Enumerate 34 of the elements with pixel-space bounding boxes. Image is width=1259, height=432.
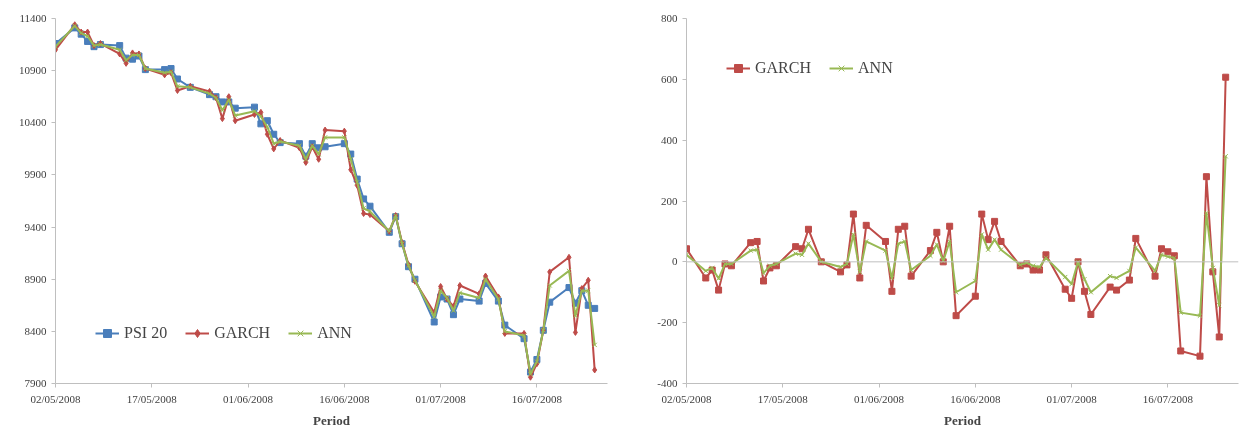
legend-label: ANN <box>858 59 893 77</box>
x-tick-label: 01/06/2008 <box>854 392 905 405</box>
y-tick-label: 10400 <box>19 116 47 129</box>
y-tick-label: -400 <box>657 377 678 389</box>
legend-label: ANN <box>317 324 352 342</box>
x-tick-label: 01/06/2008 <box>223 392 274 405</box>
y-tick-label: 10900 <box>19 64 47 77</box>
y-tick-label: 200 <box>661 194 678 207</box>
x-tick-label: 16/07/2008 <box>1142 392 1194 405</box>
y-tick-label: 9900 <box>24 168 47 181</box>
y-tick-label: 0 <box>672 255 678 268</box>
legend-label: PSI 20 <box>124 324 168 342</box>
y-tick-label: 7900 <box>24 377 47 389</box>
x-tick-label: 02/05/2008 <box>30 392 82 405</box>
x-tick-label: 01/07/2008 <box>415 392 467 405</box>
x-tick-label: 02/05/2008 <box>661 392 713 405</box>
x-tick-label: 16/06/2008 <box>319 392 370 405</box>
y-tick-label: -200 <box>657 316 678 329</box>
x-axis-title: Period <box>313 412 351 428</box>
x-tick-label: 17/05/2008 <box>757 392 809 405</box>
y-tick-label: 400 <box>661 133 678 146</box>
y-tick-label: 11400 <box>19 12 47 24</box>
x-tick-label: 16/07/2008 <box>511 392 563 405</box>
y-tick-label: 600 <box>661 72 678 85</box>
y-tick-label: 9400 <box>24 220 47 233</box>
x-tick-label: 17/05/2008 <box>126 392 178 405</box>
legend-label: GARCH <box>214 324 271 342</box>
x-tick-label: 01/07/2008 <box>1046 392 1098 405</box>
y-tick-label: 800 <box>661 12 678 24</box>
y-tick-label: 8900 <box>24 272 47 285</box>
legend-label: GARCH <box>755 59 812 77</box>
y-tick-label: 8400 <box>24 324 47 337</box>
x-axis-title: Period <box>944 412 982 428</box>
x-tick-label: 16/06/2008 <box>950 392 1001 405</box>
